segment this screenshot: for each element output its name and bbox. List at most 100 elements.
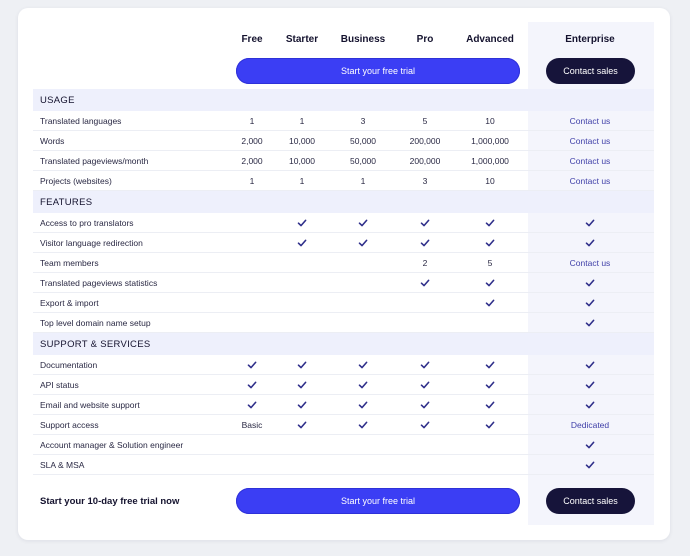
plan-header-business: Business [340,34,386,45]
check-icon [485,400,495,410]
cell-value: 3 [360,116,366,126]
table-row: Support access Basic Dedicated [33,415,654,435]
table-row: SLA & MSA [33,455,654,475]
contact-us-link[interactable]: Contact us [569,176,611,186]
check-icon [247,400,257,410]
check-icon [297,420,307,430]
check-icon [358,400,368,410]
row-label: Translated pageviews statistics [40,278,158,288]
check-icon [585,440,595,450]
check-icon [485,218,495,228]
contact-sales-button-top[interactable]: Contact sales [546,58,635,84]
contact-us-link[interactable]: Contact us [569,136,611,146]
check-icon [420,380,430,390]
check-icon [358,420,368,430]
check-icon [297,238,307,248]
row-label: API status [40,380,79,390]
check-icon [358,218,368,228]
table-row: Team members 2 5 Contact us [33,253,654,273]
check-icon [585,238,595,248]
table-row: Visitor language redirection [33,233,654,253]
table-row: Translated pageviews/month 2,000 10,000 50,… [33,151,654,171]
cell-value: 1,000,000 [471,156,509,166]
check-icon [297,400,307,410]
row-label: Export & import [40,298,99,308]
contact-sales-button-bottom[interactable]: Contact sales [546,488,635,514]
contact-us-link[interactable]: Contact us [569,258,611,268]
check-icon [585,298,595,308]
table-row: Export & import [33,293,654,313]
check-icon [358,238,368,248]
start-free-trial-button-top[interactable]: Start your free trial [236,58,520,84]
cell-value: 200,000 [409,156,441,166]
table-row: Translated pageviews statistics [33,273,654,293]
check-icon [585,460,595,470]
row-label: Visitor language redirection [40,238,143,248]
cell-value: 50,000 [350,156,376,166]
plan-header-advanced: Advanced [466,34,514,45]
row-label: Words [40,136,65,146]
cell-value: 1 [299,116,305,126]
cell-value: 10,000 [289,136,315,146]
section-title: USAGE [40,95,75,106]
row-label: Projects (websites) [40,176,112,186]
table-row: Documentation [33,355,654,375]
check-icon [420,218,430,228]
check-icon [585,318,595,328]
cell-value: 1 [299,176,305,186]
plan-header-enterprise: Enterprise [565,34,615,45]
check-icon [297,360,307,370]
cell-value: 2,000 [241,156,263,166]
table-row: Top level domain name setup [33,313,654,333]
table-row: Account manager & Solution engineer [33,435,654,455]
row-label: SLA & MSA [40,460,85,470]
row-label: Top level domain name setup [40,318,151,328]
check-icon [420,238,430,248]
row-label: Support access [40,420,99,430]
check-icon [485,238,495,248]
footer-cta-text: Start your 10-day free trial now [40,496,180,507]
row-label: Translated pageviews/month [40,156,149,166]
check-icon [585,400,595,410]
cell-value: 2 [422,258,428,268]
contact-us-link[interactable]: Contact us [569,116,611,126]
section-header: USAGE [33,89,654,111]
cell-value: 1 [249,116,255,126]
row-label: Documentation [40,360,98,370]
cell-value: 3 [422,176,428,186]
section-header: SUPPORT & SERVICES [33,333,654,355]
check-icon [420,420,430,430]
table-row: Translated languages 1 1 3 5 10 Contact us [33,111,654,131]
cell-value: 10,000 [289,156,315,166]
plan-header-free: Free [241,34,263,45]
table-row: Words 2,000 10,000 50,000 200,000 1,000,000 Co… [33,131,654,151]
table-row: API status [33,375,654,395]
cell-value: Basic [241,420,263,430]
check-icon [247,380,257,390]
cell-value: 10 [485,176,495,186]
plan-header-pro: Pro [416,34,434,45]
check-icon [485,380,495,390]
check-icon [297,380,307,390]
cell-value: 5 [487,258,493,268]
cell-value: 5 [422,116,428,126]
cell-value: 1,000,000 [471,136,509,146]
check-icon [485,360,495,370]
table-row: Projects (websites) 1 1 1 3 10 Contact us [33,171,654,191]
check-icon [585,278,595,288]
contact-us-link[interactable]: Contact us [569,156,611,166]
check-icon [420,278,430,288]
check-icon [297,218,307,228]
cell-value: 1 [360,176,366,186]
row-label: Account manager & Solution engineer [40,440,184,450]
cell-value: 1 [249,176,255,186]
table-row: Email and website support [33,395,654,415]
check-icon [420,400,430,410]
check-icon [485,278,495,288]
check-icon [585,380,595,390]
row-label: Translated languages [40,116,122,126]
check-icon [585,360,595,370]
start-free-trial-button-bottom[interactable]: Start your free trial [236,488,520,514]
check-icon [585,218,595,228]
plan-header-starter: Starter [285,34,319,45]
